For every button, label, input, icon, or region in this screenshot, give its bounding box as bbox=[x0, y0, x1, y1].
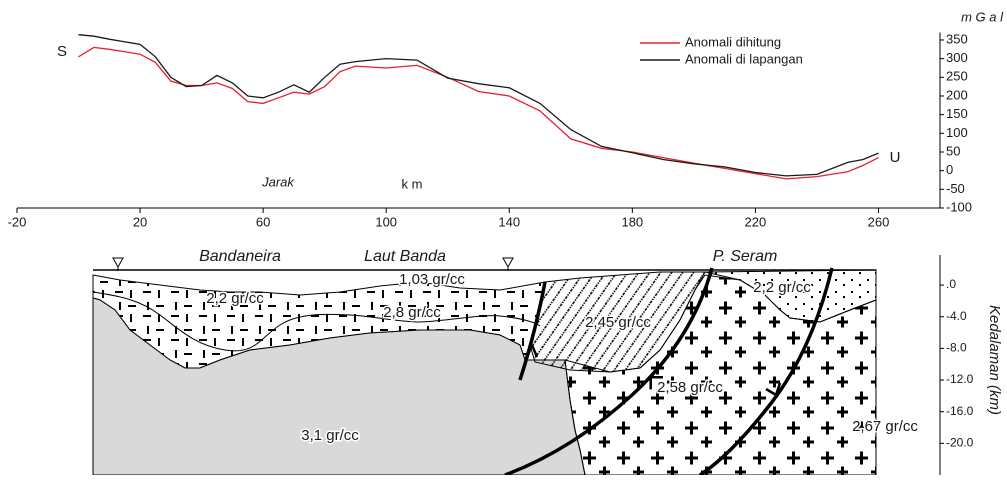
y-tick-label: 0 bbox=[946, 162, 953, 177]
annotation: U bbox=[890, 149, 901, 166]
y-axis-label: m G a l bbox=[961, 9, 1004, 24]
x-tick-label: 220 bbox=[745, 214, 767, 229]
page: -20 20 60 100 140 180 220 260 -100 -50 0 50 100 150 20… bbox=[0, 0, 1007, 475]
x-tick-label: 60 bbox=[256, 214, 270, 229]
depth-axis-label: Kedalaman (km) bbox=[986, 305, 1003, 415]
x-tick-label: 20 bbox=[133, 214, 147, 229]
x-tick-label: 180 bbox=[621, 214, 643, 229]
y-tick-label: 350 bbox=[946, 31, 968, 46]
depth-tick-label: -4.0 bbox=[946, 309, 967, 323]
depth-tick-label: -12.0 bbox=[946, 372, 974, 386]
y-tick-label: 200 bbox=[946, 87, 968, 102]
density-label: 2,45 gr/cc bbox=[585, 314, 651, 331]
x-tick-label: 260 bbox=[868, 214, 890, 229]
x-tick-label: 100 bbox=[375, 214, 397, 229]
sea-marker bbox=[113, 258, 123, 271]
y-tick-label: 250 bbox=[946, 69, 968, 84]
place-label: Bandaneira bbox=[199, 248, 281, 265]
density-label: 2,67 gr/cc bbox=[852, 418, 918, 435]
depth-tick-label: -20.0 bbox=[946, 436, 974, 450]
depth-tick-label: -16.0 bbox=[946, 404, 974, 418]
y-tick-label: -50 bbox=[946, 181, 965, 196]
legend-label: Anomali dihitung bbox=[685, 34, 781, 49]
place-label: P. Seram bbox=[713, 248, 778, 265]
annotation: k m bbox=[402, 176, 423, 191]
depth-tick-label: .0 bbox=[946, 277, 956, 291]
x-tick-label: 140 bbox=[498, 214, 520, 229]
x-tick-label: -20 bbox=[8, 214, 27, 229]
density-label: 3,1 gr/cc bbox=[301, 427, 359, 444]
depth-tick-label: -8.0 bbox=[946, 341, 967, 355]
y-tick-label: 150 bbox=[946, 106, 968, 121]
y-tick-label: 50 bbox=[946, 143, 960, 158]
density-label: 2,2 gr/cc bbox=[206, 290, 264, 307]
y-tick-label: 100 bbox=[946, 125, 968, 140]
y-tick-label: -100 bbox=[946, 199, 972, 214]
density-label: 2,2 gr/cc bbox=[753, 279, 811, 296]
data-line bbox=[79, 47, 879, 179]
sea-marker bbox=[503, 258, 513, 271]
density-label: 2,8 gr/cc bbox=[383, 304, 441, 321]
density-label: 1,03 gr/cc bbox=[399, 271, 465, 288]
annotation: Jarak bbox=[261, 174, 295, 189]
y-tick-label: 300 bbox=[946, 50, 968, 65]
place-label: Laut Banda bbox=[364, 248, 446, 265]
density-label: 2,58 gr/cc bbox=[657, 379, 723, 396]
legend-label: Anomali di lapangan bbox=[685, 51, 803, 66]
annotation: S bbox=[57, 43, 67, 60]
figure: -20 20 60 100 140 180 220 260 -100 -50 0 50 100 150 20… bbox=[0, 0, 1007, 475]
